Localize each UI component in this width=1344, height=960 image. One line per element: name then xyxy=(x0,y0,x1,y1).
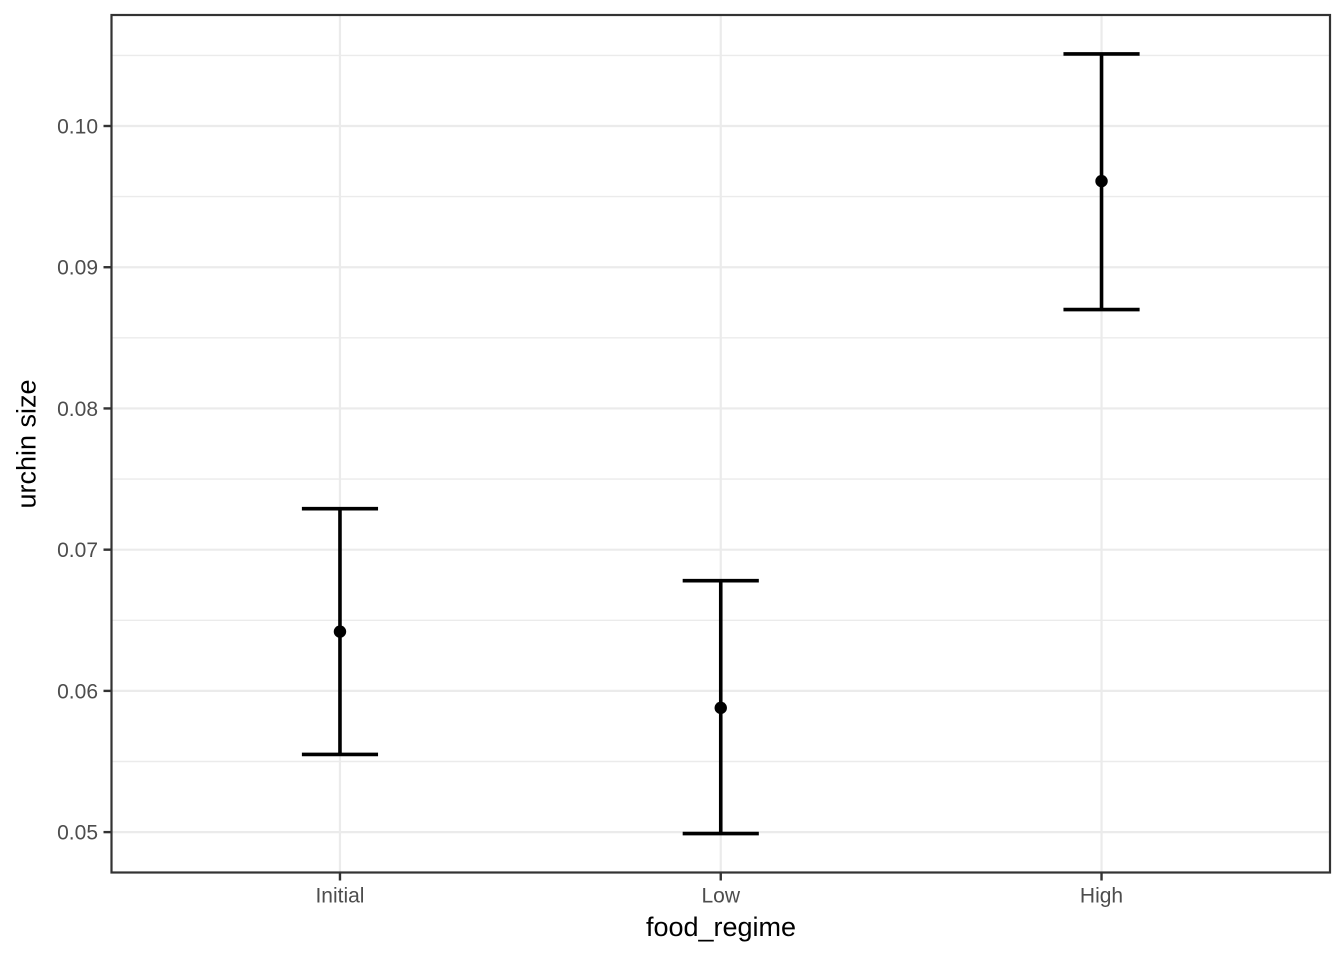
data-point xyxy=(333,625,347,638)
y-axis-title: urchin size xyxy=(11,379,42,509)
y-tick-label: 0.06 xyxy=(57,680,98,703)
y-tick-label: 0.10 xyxy=(57,116,98,139)
y-tick-label: 0.05 xyxy=(57,822,98,845)
y-tick-label: 0.08 xyxy=(57,398,98,421)
y-tick-label: 0.09 xyxy=(57,257,98,280)
x-axis-title: food_regime xyxy=(645,912,797,942)
data-point xyxy=(714,701,727,715)
y-tick-label: 0.07 xyxy=(57,539,98,562)
x-tick-label: Initial xyxy=(315,885,364,908)
x-tick-label: Low xyxy=(701,885,740,908)
data-point xyxy=(1095,174,1108,188)
x-tick-label: High xyxy=(1080,885,1123,908)
